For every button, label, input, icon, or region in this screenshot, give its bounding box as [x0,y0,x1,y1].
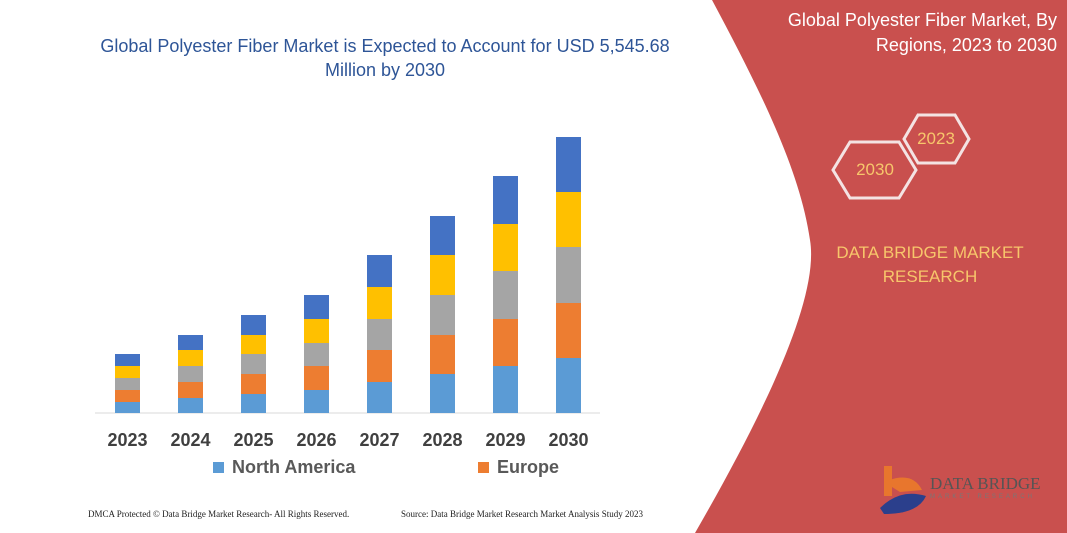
bar-segment-2024-s4 [178,335,203,350]
logo-icon [880,466,926,514]
x-tick-label: 2024 [170,430,211,450]
bar-segment-2026-s0 [304,390,329,413]
bar-segment-2026-s2 [304,343,329,366]
bar-segment-2030-s4 [556,137,581,192]
bar-segment-2029-s1 [493,319,518,366]
bar-segment-2027-s4 [367,255,392,287]
legend-item-north-america: North America [213,457,355,478]
chart-title: Global Polyester Fiber Market is Expecte… [100,36,670,80]
x-tick-label: 2029 [485,430,526,450]
bar-segment-2026-s1 [304,366,329,390]
footer-source: Source: Data Bridge Market Research Mark… [401,509,643,519]
bar-segment-2028-s0 [430,374,455,413]
bar-segment-2024-s0 [178,398,203,413]
bar-segment-2027-s0 [367,382,392,413]
x-tick-label: 2025 [233,430,274,450]
bars [115,137,581,413]
brand-text: DATA BRIDGE MARKET RESEARCH [836,243,1024,286]
bar-segment-2029-s3 [493,224,518,271]
bar-segment-2024-s3 [178,350,203,366]
x-tick-label: 2028 [422,430,463,450]
bar-segment-2025-s3 [241,335,266,354]
bar-segment-2025-s0 [241,394,266,413]
bar-segment-2030-s3 [556,192,581,247]
legend-label: Europe [497,457,560,477]
bar-segment-2029-s4 [493,176,518,224]
bar-segment-2023-s3 [115,366,140,378]
bar-segment-2027-s2 [367,319,392,350]
legend-label: North America [232,457,356,477]
bar-segment-2026-s4 [304,295,329,319]
bar-segment-2023-s2 [115,378,140,390]
bar-segment-2029-s0 [493,366,518,413]
legend-swatch [213,462,224,473]
bar-segment-2030-s0 [556,358,581,413]
x-tick-label: 2023 [107,430,148,450]
bar-segment-2025-s2 [241,354,266,374]
x-tick-label: 2030 [548,430,589,450]
bar-segment-2028-s3 [430,255,455,295]
bar-segment-2023-s4 [115,354,140,366]
bar-segment-2029-s2 [493,271,518,319]
logo-text: DATA BRIDGE [930,474,1041,493]
footer-copyright: DMCA Protected © Data Bridge Market Rese… [88,509,350,519]
bar-segment-2023-s1 [115,390,140,402]
bar-segment-2024-s1 [178,382,203,398]
bar-segment-2028-s1 [430,335,455,374]
hex-label-start: 2023 [917,129,955,148]
logo-subtext: MARKET RESEARCH [930,494,1035,500]
side-panel-title: Global Polyester Fiber Market, By Region… [787,10,1057,55]
x-tick-label: 2027 [359,430,400,450]
bar-segment-2026-s3 [304,319,329,343]
bar-segment-2024-s2 [178,366,203,382]
bar-segment-2028-s4 [430,216,455,255]
bar-segment-2023-s0 [115,402,140,413]
bar-segment-2030-s1 [556,303,581,358]
hexagon-2023 [902,113,971,165]
x-tick-label: 2026 [296,430,337,450]
side-panel-shape [695,0,1067,533]
hexagon-2030 [831,140,918,200]
hex-label-end: 2030 [856,160,894,179]
bar-segment-2025-s1 [241,374,266,394]
bar-segment-2025-s4 [241,315,266,335]
legend-item-europe: Europe [478,457,559,478]
bar-segment-2027-s1 [367,350,392,382]
bar-segment-2030-s2 [556,247,581,303]
bar-segment-2028-s2 [430,295,455,335]
bar-segment-2027-s3 [367,287,392,319]
legend-swatch [478,462,489,473]
